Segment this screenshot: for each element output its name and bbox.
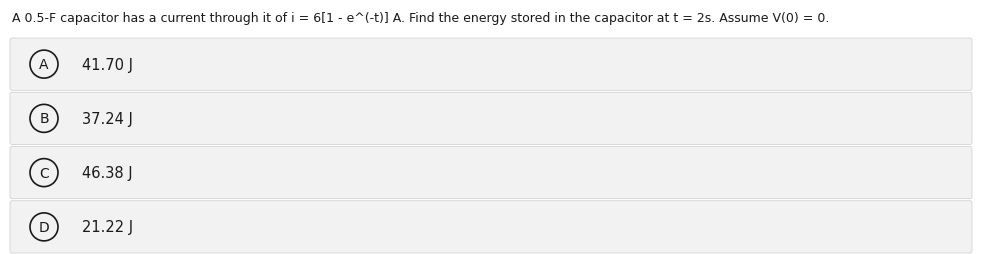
Text: A 0.5-F capacitor has a current through it of i = 6[1 - e^(-t)] A. Find the ener: A 0.5-F capacitor has a current through … xyxy=(12,12,830,25)
FancyBboxPatch shape xyxy=(10,201,972,253)
Text: 37.24 J: 37.24 J xyxy=(82,112,133,126)
Text: 21.22 J: 21.22 J xyxy=(82,219,134,234)
Text: A: A xyxy=(39,58,49,72)
Text: 46.38 J: 46.38 J xyxy=(82,165,133,180)
FancyBboxPatch shape xyxy=(10,93,972,145)
Text: 41.70 J: 41.70 J xyxy=(82,57,133,72)
Text: B: B xyxy=(39,112,49,126)
FancyBboxPatch shape xyxy=(10,39,972,91)
Text: D: D xyxy=(38,220,49,234)
Text: C: C xyxy=(39,166,49,180)
FancyBboxPatch shape xyxy=(10,147,972,199)
